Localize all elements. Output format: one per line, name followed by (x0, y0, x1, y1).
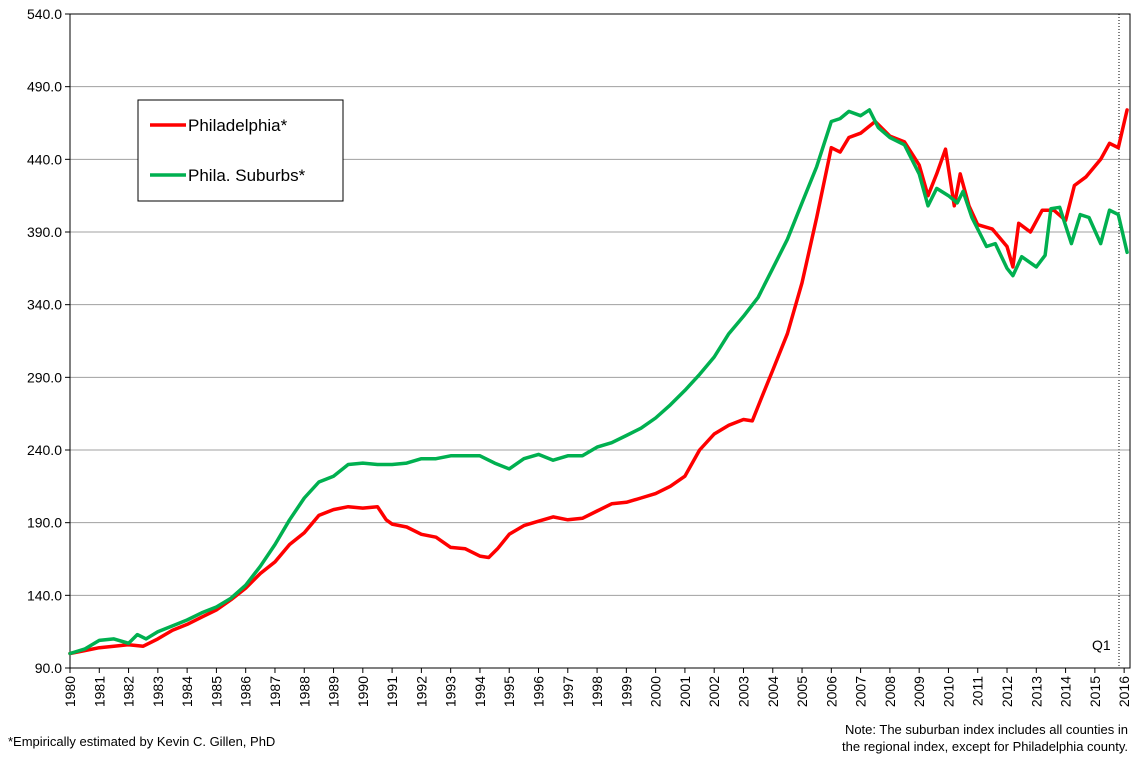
x-tick-label: 2007 (853, 676, 869, 707)
x-tick-label: 1999 (618, 676, 634, 707)
plot-frame (69, 13, 1131, 669)
x-tick-label: 1990 (355, 676, 371, 707)
x-tick-label: 2016 (1116, 676, 1132, 707)
note: the regional index, except for Philadelp… (842, 739, 1128, 754)
x-tick-label: 1992 (413, 676, 429, 707)
x-tick-label: 2000 (648, 676, 664, 707)
x-tick-label: 2001 (677, 676, 693, 707)
y-tick-label: 290.0 (27, 369, 62, 385)
x-tick-label: 1995 (501, 676, 517, 707)
x-tick-label: 2012 (999, 676, 1015, 707)
x-tick-label: 2015 (1087, 676, 1103, 707)
x-tick-label: 2008 (882, 676, 898, 707)
x-tick-label: 1991 (384, 676, 400, 707)
y-tick-label: 140.0 (27, 587, 62, 603)
line (68, 108, 1129, 656)
note: Note: The suburban index includes all co… (845, 722, 1128, 737)
x-tick-label: 1981 (91, 676, 107, 707)
x-tick-label: 1980 (62, 676, 78, 707)
x-tick-label: 2005 (794, 676, 810, 707)
x-tick-label: 1983 (150, 676, 166, 707)
x-tick-label: 2009 (911, 676, 927, 707)
y-tick-label: 490.0 (27, 79, 62, 95)
legend-label: Phila. Suburbs* (188, 166, 306, 185)
y-tick-label: 390.0 (27, 224, 62, 240)
x-tick-label: 1989 (326, 676, 342, 707)
x-tick-label: 1988 (296, 676, 312, 707)
x-tick-label: 1985 (208, 676, 224, 707)
footnote: *Empirically estimated by Kevin C. Gille… (8, 734, 275, 749)
x-tick-label: 2004 (765, 676, 781, 707)
x-tick-label: 1996 (531, 676, 547, 707)
annotation: Q1 (1092, 637, 1111, 653)
x-tick-label: 2013 (1028, 676, 1044, 707)
y-tick-label: 540.0 (27, 6, 62, 22)
y-tick-label: 190.0 (27, 515, 62, 531)
x-tick-label: 2002 (706, 676, 722, 707)
y-tick-label: 240.0 (27, 442, 62, 458)
x-tick-label: 1987 (267, 676, 283, 707)
x-tick-label: 1994 (472, 676, 488, 707)
legend-label: Philadelphia* (188, 116, 288, 135)
x-tick-label: 2011 (970, 676, 986, 706)
line (68, 108, 1129, 656)
x-tick-label: 2006 (823, 676, 839, 707)
y-tick-label: 340.0 (27, 297, 62, 313)
x-tick-label: 2010 (940, 676, 956, 707)
x-tick-label: 1982 (121, 676, 137, 707)
legend-box (137, 99, 344, 202)
y-tick-label: 440.0 (27, 151, 62, 167)
x-tick-label: 1986 (238, 676, 254, 707)
x-tick-label: 1984 (179, 676, 195, 707)
x-tick-label: 2003 (735, 676, 751, 707)
y-tick-label: 90.0 (35, 660, 62, 676)
x-tick-label: 2014 (1058, 676, 1074, 707)
x-tick-label: 1997 (560, 676, 576, 707)
x-tick-label: 1998 (589, 676, 605, 707)
x-tick-label: 1993 (443, 676, 459, 707)
